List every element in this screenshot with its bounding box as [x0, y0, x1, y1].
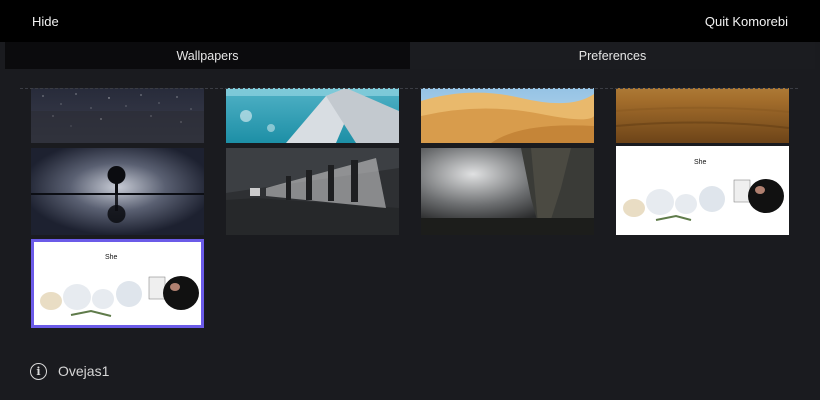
wallpaper-thumb-desert-dunes[interactable]	[421, 88, 594, 143]
wallpaper-thumb-starry-sky[interactable]	[31, 88, 204, 143]
grid-top-divider	[20, 88, 798, 89]
current-wallpaper-info: i Ovejas1	[30, 362, 109, 380]
wallpaper-thumb-foggy-cliff[interactable]	[421, 148, 594, 235]
wallpaper-thumb-selected[interactable]: She	[31, 239, 204, 328]
wallpaper-thumb-airplane-wing[interactable]	[226, 88, 399, 143]
hide-button[interactable]: Hide	[32, 14, 59, 29]
wallpaper-thumb-tunnel[interactable]	[226, 148, 399, 235]
svg-text:She: She	[694, 159, 707, 166]
wallpaper-thumb-sheep-cartoon[interactable]: She	[616, 146, 789, 235]
tab-bar: Wallpapers Preferences	[5, 42, 815, 69]
tab-wallpapers[interactable]: Wallpapers	[5, 42, 410, 69]
svg-text:She: She	[105, 254, 118, 261]
wallpaper-grid[interactable]: She She	[0, 88, 820, 338]
info-icon[interactable]: i	[30, 362, 47, 380]
tab-preferences[interactable]: Preferences	[410, 42, 815, 69]
top-bar: Hide Quit Komorebi	[0, 0, 820, 42]
quit-button[interactable]: Quit Komorebi	[704, 14, 788, 29]
current-wallpaper-name: Ovejas1	[58, 363, 110, 379]
wallpaper-thumb-brown-sand[interactable]	[616, 88, 789, 143]
wallpaper-thumb-tree-reflection[interactable]	[31, 148, 204, 235]
